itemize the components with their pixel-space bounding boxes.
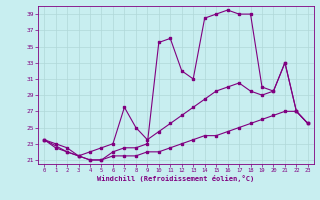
X-axis label: Windchill (Refroidissement éolien,°C): Windchill (Refroidissement éolien,°C) — [97, 175, 255, 182]
